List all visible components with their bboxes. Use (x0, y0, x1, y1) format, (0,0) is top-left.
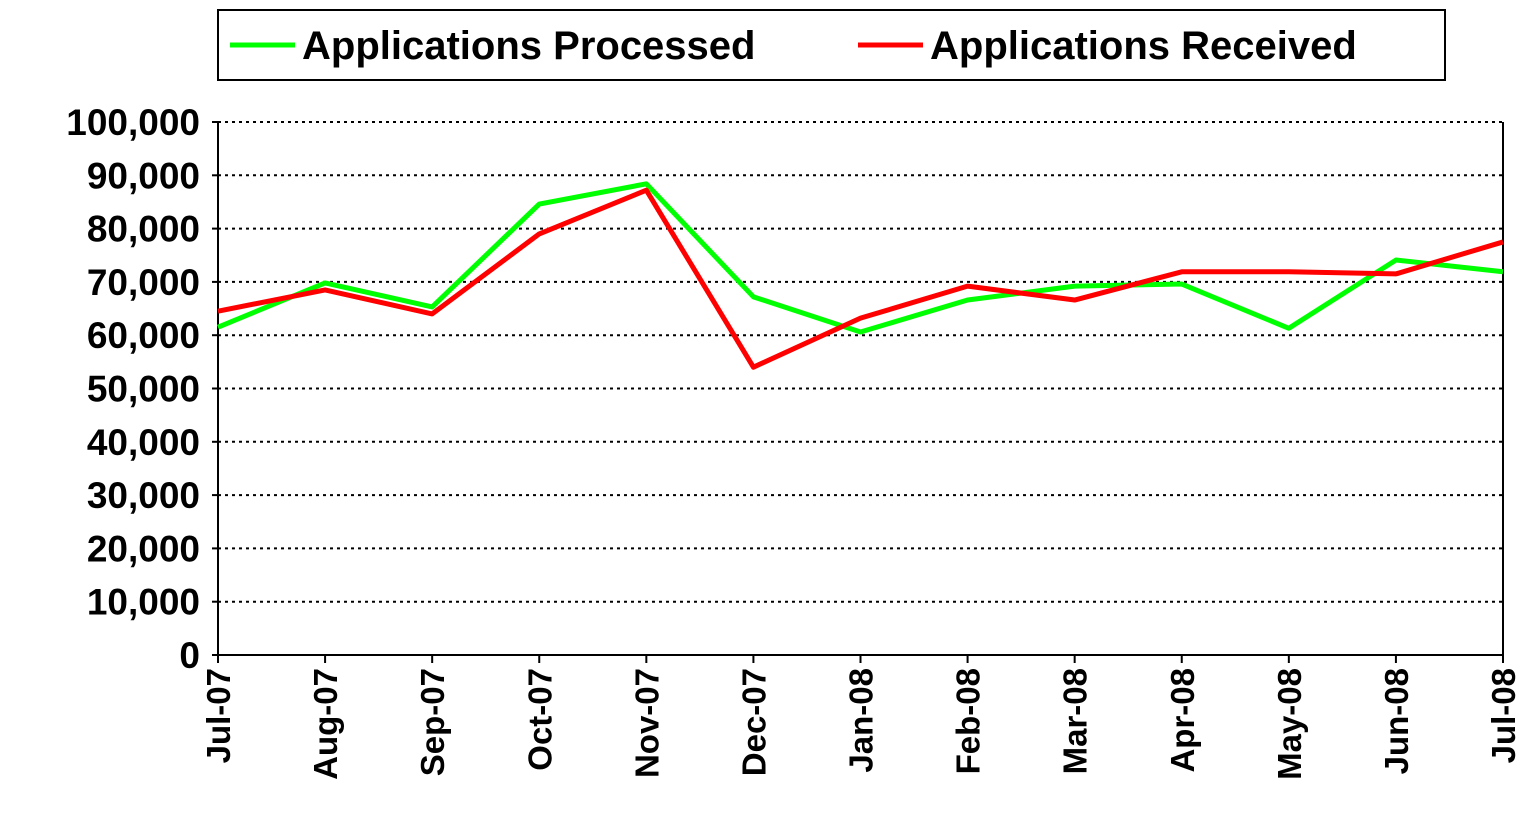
x-tick-label: Dec-07 (735, 668, 772, 776)
x-tick-label: Mar-08 (1057, 668, 1094, 774)
x-tick-label: Apr-08 (1164, 668, 1201, 773)
y-tick-label: 0 (179, 635, 200, 676)
y-tick-label: 30,000 (87, 475, 200, 516)
y-tick-label: 40,000 (87, 422, 200, 463)
legend-label: Applications Received (930, 24, 1357, 68)
x-tick-label: Nov-07 (628, 668, 665, 778)
y-tick-label: 70,000 (87, 262, 200, 303)
x-tick-label: Jan-08 (843, 668, 880, 773)
y-tick-label: 90,000 (87, 155, 200, 196)
legend-label: Applications Processed (302, 24, 755, 68)
y-tick-label: 50,000 (87, 369, 200, 410)
series-line (217, 181, 1504, 335)
x-tick-label: Aug-07 (307, 668, 344, 780)
y-tick-label: 10,000 (87, 582, 200, 623)
y-tick-label: 100,000 (66, 102, 200, 143)
legend-box (217, 9, 1446, 81)
x-tick-label: Jul-08 (1485, 668, 1522, 763)
x-tick-label: Feb-08 (950, 668, 987, 774)
x-tick-label: Jun-08 (1378, 668, 1415, 774)
y-tick-label: 80,000 (87, 209, 200, 250)
y-tick-label: 20,000 (87, 528, 200, 569)
x-tick-label: Sep-07 (414, 668, 451, 776)
series-line (217, 187, 1504, 370)
x-tick-label: Oct-07 (521, 668, 558, 771)
x-tick-label: May-08 (1271, 668, 1308, 780)
x-tick-label: Jul-07 (200, 668, 237, 763)
y-tick-label: 60,000 (87, 315, 200, 356)
